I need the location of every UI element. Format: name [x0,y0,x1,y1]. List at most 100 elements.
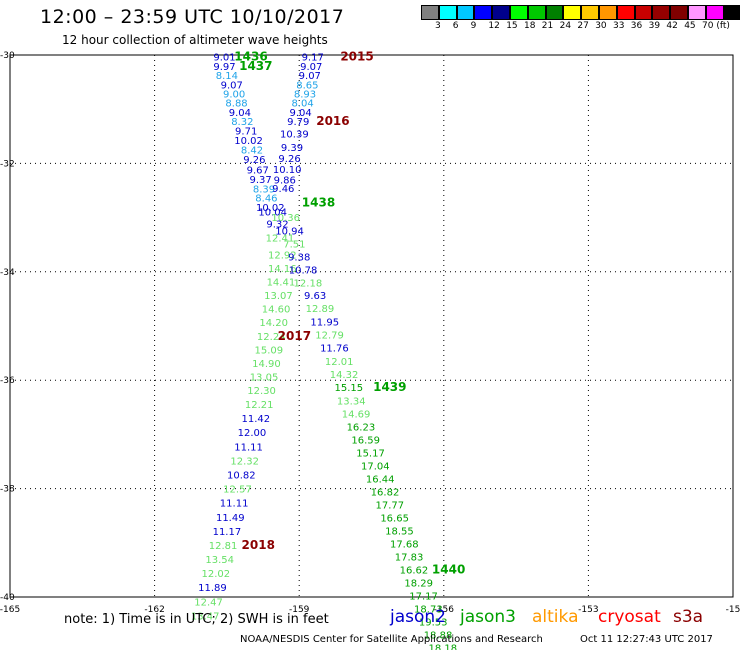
color-swatch [598,5,617,20]
color-scale-label: 9 [470,21,477,31]
wave-height-label: 8.88 [225,99,247,110]
wave-height-label: 9.01 [213,53,235,64]
wave-height-label: 12.89 [306,304,335,315]
wave-height-label: 8.04 [291,99,313,110]
wave-height-label: 10.02 [234,136,263,147]
wave-height-label: 16.23 [347,422,376,433]
wave-height-label: 17.68 [390,539,419,550]
satellite-cryosat: cryosat [598,607,661,627]
color-swatch [652,5,671,20]
wave-height-label: 9.71 [235,126,257,137]
wave-height-label: 18.29 [404,578,433,589]
wave-height-label: 9.00 [223,89,245,100]
wave-height-label: 9.17 [302,53,324,64]
year-label: 2015 [340,50,373,64]
wave-height-label: 8.93 [294,89,316,100]
wave-height-label: 14.20 [259,318,288,329]
wave-height-label: 14.60 [262,305,291,316]
wave-height-label: 13.07 [264,291,293,302]
wave-height-label: 8.32 [231,117,253,128]
x-tick-label: -165 [0,605,20,615]
color-scale-label: 6 [452,21,459,31]
wave-height-label: 8.46 [255,194,277,205]
wave-height-label: 14.16 [268,264,297,275]
color-swatch [456,5,475,20]
wave-height-label: 9.07 [300,62,322,73]
color-scale-label: 12 [488,21,500,31]
x-tick-label: -159 [289,605,310,615]
wave-height-label: 9.97 [213,62,235,73]
color-scale-label: 27 [577,21,589,31]
credit-line: NOAA/NESDIS Center for Satellite Applica… [240,634,543,645]
wave-height-label: 9.04 [229,108,251,119]
wave-height-label: 11.49 [216,513,245,524]
color-scale-label: 33 [613,21,625,31]
wave-height-label: 15.15 [335,383,364,394]
wave-height-label: 14.32 [330,370,359,381]
wave-height-label: 12.01 [325,357,354,368]
color-scale-label: 24 [559,21,572,31]
wave-height-label: 12.02 [201,569,230,580]
y-tick-label: -36 [0,376,15,386]
x-tick-label: -15 [726,605,740,615]
color-swatch [492,5,510,20]
footnote: note: 1) Time is in UTC; 2) SWH is in fe… [64,612,329,627]
wave-height-label: 12.30 [247,386,276,397]
color-scale-label: 45 [684,21,696,31]
wave-height-label: 17.17 [409,591,438,602]
color-swatch [616,5,635,20]
wave-height-label: 10.36 [271,213,300,224]
wave-height-label: 16.59 [351,435,380,446]
color-swatch [438,5,457,20]
wave-height-label: 10.94 [275,227,304,238]
wave-height-label: 9.26 [278,154,300,165]
color-swatch [563,5,582,20]
color-scale-label: 36 [630,21,643,31]
wave-height-label: 13.34 [337,396,366,407]
wave-height-label: 11.42 [241,414,270,425]
wave-height-label: 9.26 [243,155,265,166]
color-scale-label: 30 [595,21,607,31]
wave-height-label: 16.62 [400,565,429,576]
y-tick-label: -30 [0,51,15,61]
color-scale-label: 18 [524,21,536,31]
y-tick-label: -34 [0,268,15,278]
wave-height-label: 9.07 [221,80,243,91]
map-frame [9,54,734,598]
wave-height-label: 9.63 [304,291,326,302]
y-tick-label: -32 [0,159,15,169]
wave-height-label: 10.02 [256,203,285,214]
color-swatch [634,5,653,20]
color-scale-label: 42 [666,21,678,31]
color-swatch [670,5,688,20]
wave-height-label: 18.73 [414,604,443,615]
year-label: 2018 [242,538,275,552]
wave-height-label: 12.24 [257,332,286,343]
color-scale-label: 15 [506,21,518,31]
wave-height-label: 9.46 [272,184,294,195]
wave-height-label: 12.32 [230,456,259,467]
x-tick-label: -156 [434,605,455,615]
wave-height-label: 13.54 [205,555,234,566]
wave-height-label: 17.83 [395,552,424,563]
wave-height-label: 15.09 [255,345,284,356]
wave-height-label: 11.95 [310,318,339,329]
wave-height-label: 12.21 [245,400,274,411]
wave-height-label: 12.57 [223,485,252,496]
time-label: 1437 [239,59,272,73]
wave-height-label: 14.90 [252,359,281,370]
y-tick-label: -38 [0,485,15,495]
wave-height-label: 8.14 [216,71,238,82]
wave-height-label: 12.47 [194,597,223,608]
wave-height-label: 9.86 [274,176,296,187]
color-swatch [723,5,740,20]
x-tick-label: -153 [578,605,598,615]
color-swatch [509,5,528,20]
wave-height-label: 9.38 [288,253,310,264]
wave-height-label: 8.39 [253,184,275,195]
time-label: 1438 [302,195,335,209]
wave-height-label: 10.82 [227,471,256,482]
wave-height-label: 8.42 [241,145,263,156]
color-scale-label: 3 [435,21,441,31]
color-swatch [421,5,439,20]
